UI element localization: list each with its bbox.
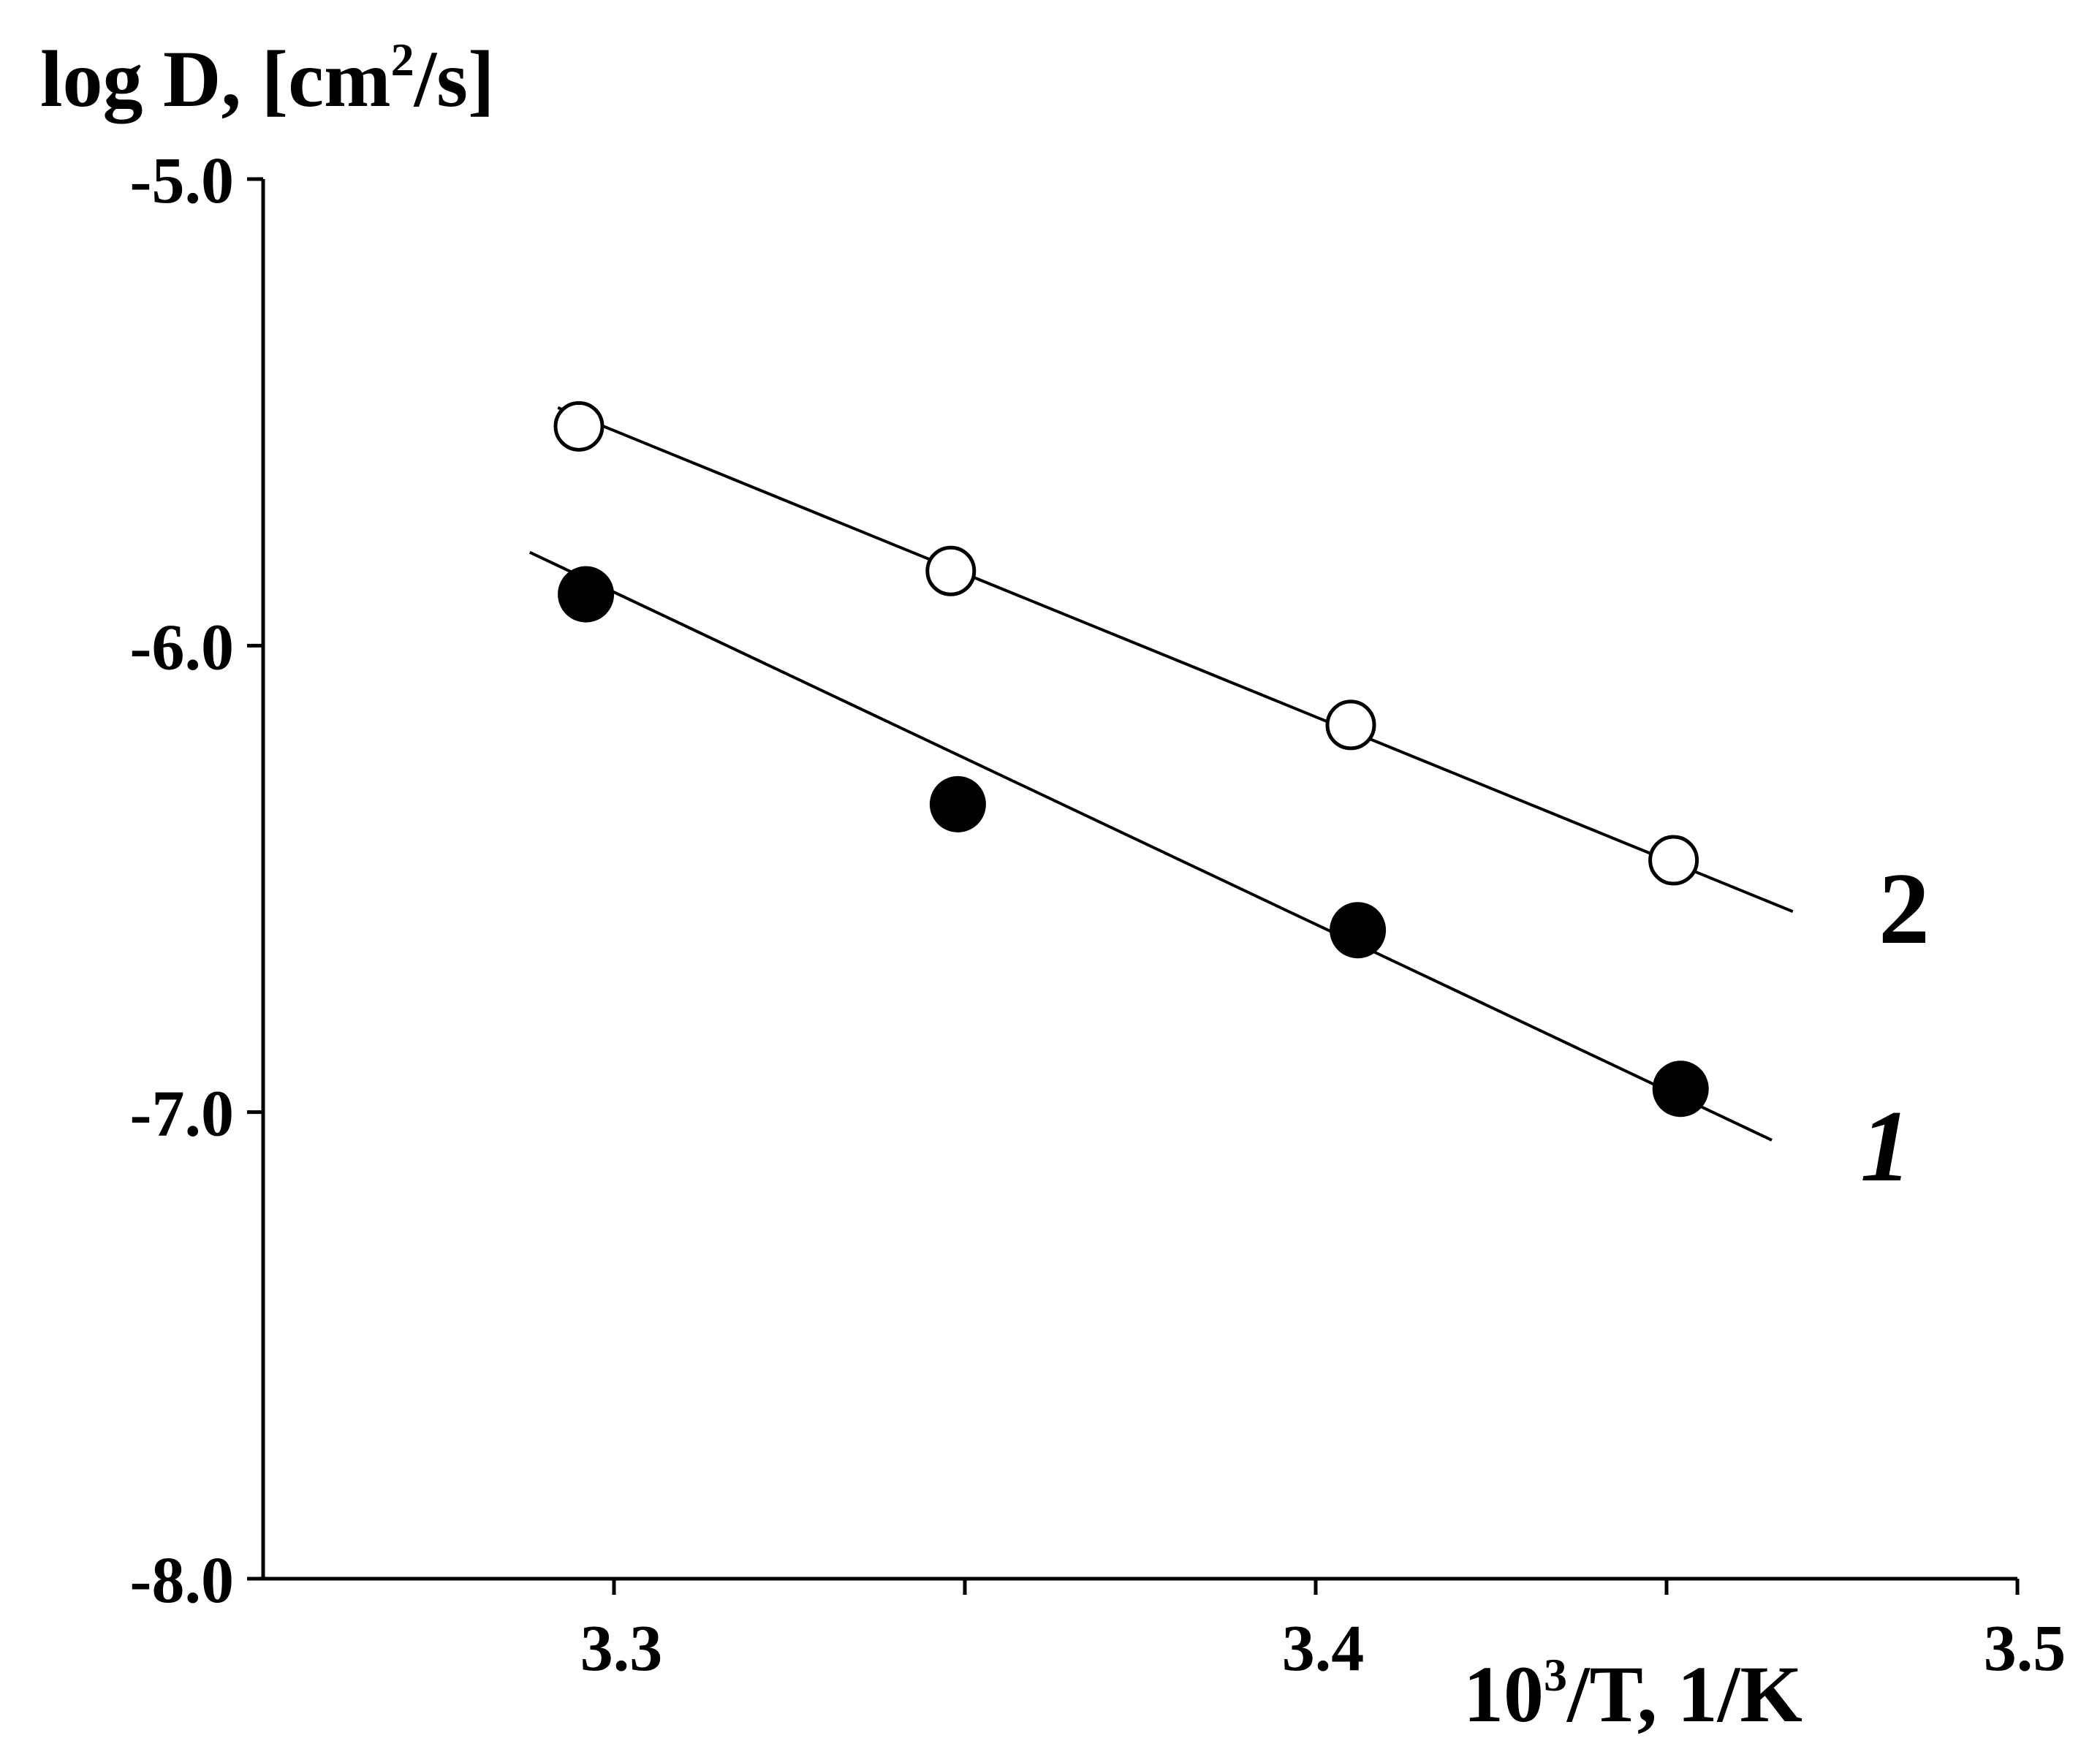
data-point-series-1 (1652, 1061, 1709, 1118)
y-axis-title-base: log D, [cm (40, 34, 391, 124)
data-point-series-1 (929, 775, 986, 832)
curve-label-1: 1 (1860, 1090, 1911, 1203)
y-axis-title-tail: /s] (413, 34, 495, 124)
svg-text:103/T, 1/K: 103/T, 1/K (1463, 1649, 1803, 1739)
y-tick-label: -8.0 (130, 1544, 234, 1617)
x-tick-label: 3.3 (580, 1612, 663, 1685)
y-tick-label: -5.0 (130, 145, 234, 217)
data-point-series-2 (553, 401, 604, 452)
data-point-series-2 (925, 545, 977, 596)
curve-label-2: 2 (1879, 852, 1930, 965)
data-points (553, 401, 1709, 1118)
curve-labels: 21 (1860, 852, 1930, 1203)
x-tick-label: 3.4 (1282, 1612, 1365, 1685)
x-axis-title-base: 10 (1463, 1650, 1544, 1739)
fit-line-series-2 (557, 406, 1794, 914)
y-axis-title-sup: 2 (391, 34, 414, 86)
data-point-series-2 (1325, 699, 1376, 751)
data-point-series-2 (1648, 835, 1699, 886)
fit-lines (528, 406, 1794, 1142)
x-axis-title-tail: /T, 1/K (1566, 1650, 1803, 1739)
data-point-series-1 (1330, 902, 1387, 959)
fit-line-series-1 (528, 550, 1773, 1142)
x-axis-title-sup: 3 (1544, 1649, 1567, 1701)
x-axis-title: 103/T, 1/K (1463, 1649, 1803, 1739)
x-tick-label: 3.5 (1984, 1612, 2066, 1685)
svg-text:log D, [cm2/s]: log D, [cm2/s] (40, 34, 495, 124)
y-tick-label: -6.0 (130, 611, 234, 683)
y-axis-title: log D, [cm2/s] (40, 34, 495, 124)
y-tick-label: -7.0 (130, 1078, 234, 1150)
axes: -5.0 -6.0 -7.0 -8.0 3.3 3.4 3.5 (130, 145, 2066, 1685)
data-point-series-1 (558, 566, 615, 623)
